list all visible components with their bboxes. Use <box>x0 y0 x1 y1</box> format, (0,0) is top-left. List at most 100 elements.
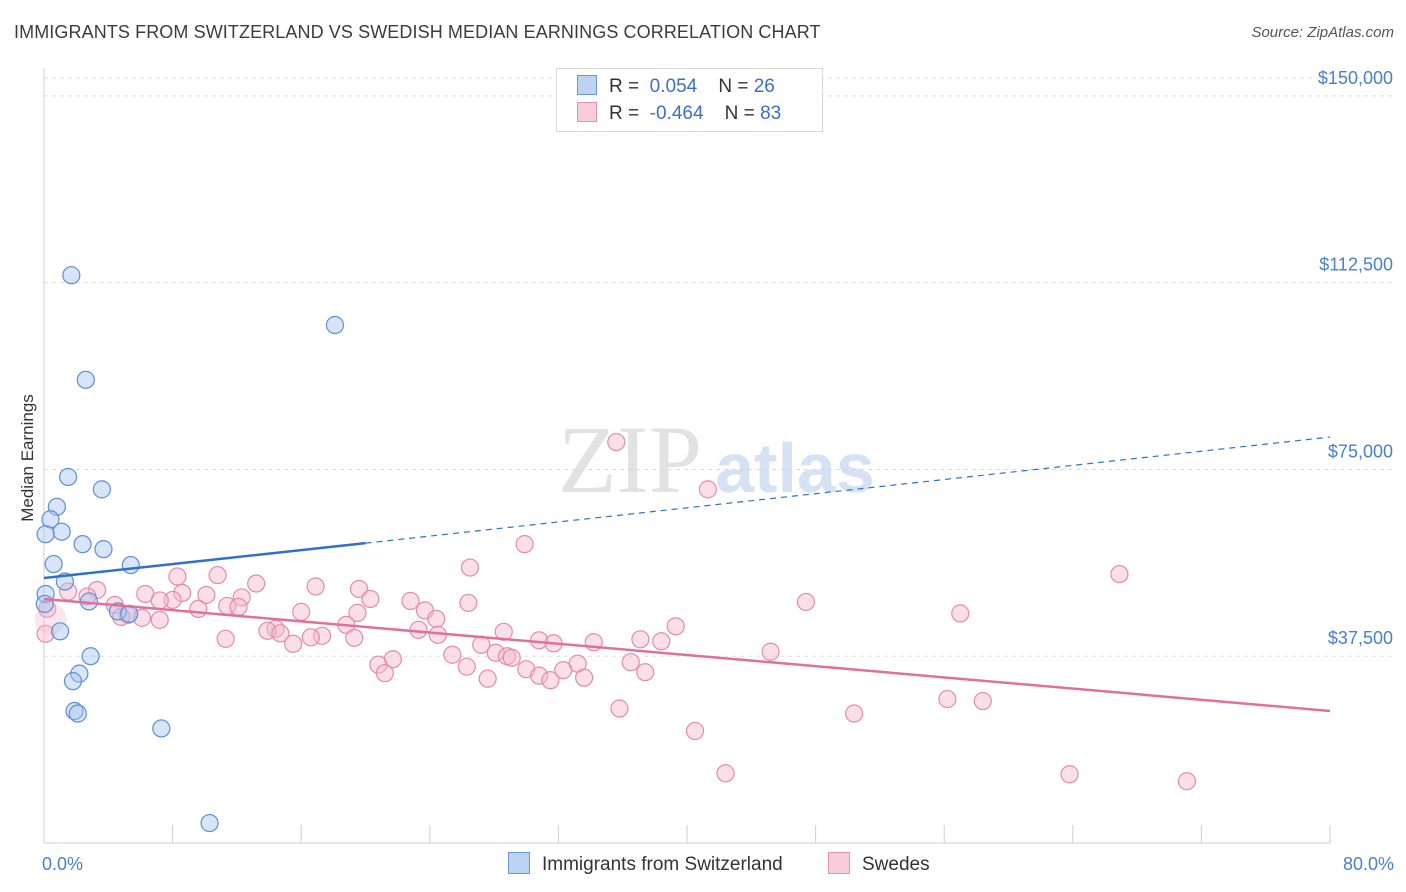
swedes-point <box>306 577 325 596</box>
swedes-point <box>938 689 957 709</box>
swedes-point <box>150 610 169 629</box>
legend-n-label: N = <box>718 76 749 97</box>
swedes-point <box>348 603 367 622</box>
series-switzerland-points <box>35 266 345 833</box>
legend-r-value: 0.054 <box>649 76 698 97</box>
swedes-point <box>173 583 192 603</box>
swedes-point <box>361 589 380 609</box>
swedes-point <box>685 721 705 741</box>
switzerland-point <box>52 522 71 541</box>
watermark-atlas: atlas <box>715 429 875 507</box>
x-tick-label-max: 80.0% <box>1343 854 1394 874</box>
legend-n-value: 26 <box>753 76 775 97</box>
swedes-point <box>698 480 717 499</box>
swedes-point <box>460 558 480 577</box>
y-tick-label: $112,500 <box>1319 255 1393 275</box>
swedes-point <box>247 574 266 593</box>
switzerland-point <box>200 813 219 833</box>
swedes-point <box>1177 772 1197 791</box>
bottom-legend-switzerland: Immigrants from Switzerland <box>508 852 783 876</box>
switzerland-point <box>76 370 95 389</box>
swedes-point <box>208 565 227 585</box>
swedes-point <box>951 604 970 623</box>
swedes-point <box>761 642 780 661</box>
watermark: ZIP atlas <box>558 406 875 513</box>
switzerland-trend-line <box>43 541 366 580</box>
swedes-point <box>973 691 992 711</box>
swedes-point <box>36 624 55 643</box>
swedes-point <box>1060 765 1079 784</box>
switzerland-point <box>92 480 111 499</box>
bottom-legend-swedes: Swedes <box>828 852 930 876</box>
swedes-point <box>796 592 816 612</box>
legend-row-swedes: R = -0.464 N = 83 <box>577 102 781 126</box>
swedes-point <box>216 629 235 648</box>
switzerland-point <box>108 602 128 621</box>
swedes-point <box>459 593 478 613</box>
swedes-point <box>515 535 534 554</box>
swedes-cluster <box>34 602 67 635</box>
correlation-legend: R = 0.054 N = 26 R = -0.464 N = 83 <box>556 68 823 132</box>
swedes-point <box>554 661 573 680</box>
swedes-point <box>607 432 626 452</box>
switzerland-point <box>44 554 63 574</box>
swedes-point <box>271 624 290 643</box>
swedes-point <box>232 588 251 607</box>
y-tick-labels: $37,500 $75,000 $112,500 $150,000 <box>1318 68 1393 648</box>
switzerland-point <box>121 555 140 575</box>
bottom-legend-label: Swedes <box>862 854 930 875</box>
y-axis-label: Median Earnings <box>18 394 37 522</box>
swedes-point <box>375 664 394 683</box>
swedes-point <box>631 630 650 649</box>
switzerland-point <box>59 467 78 487</box>
switzerland-point <box>36 525 55 544</box>
legend-row-switzerland: R = 0.054 N = 26 <box>577 75 775 99</box>
swedes-point <box>427 609 446 628</box>
bottom-legend-label: Immigrants from Switzerland <box>542 854 783 875</box>
switzerland-point <box>94 540 113 559</box>
y-tick-label: $75,000 <box>1328 441 1393 461</box>
switzerland-point <box>65 701 84 721</box>
swedes-point <box>666 617 685 636</box>
swedes-point <box>610 699 629 718</box>
switzerland-trend-extension <box>365 436 1331 544</box>
swedes-trend-line <box>43 597 1331 713</box>
switzerland-point <box>81 647 100 666</box>
switzerland-point <box>63 672 83 691</box>
swedes-point <box>189 599 208 619</box>
swedes-point <box>502 648 521 667</box>
swedes-point <box>443 645 462 664</box>
legend-n-value: 83 <box>760 103 782 124</box>
swedes-point <box>541 671 560 690</box>
legend-swatch-blue <box>577 75 597 95</box>
swedes-point <box>292 602 311 621</box>
bottom-legend-swatch-blue <box>508 852 530 874</box>
swedes-point <box>345 628 364 647</box>
trend-lines <box>43 436 1331 713</box>
switzerland-point <box>325 315 345 335</box>
swedes-point <box>301 628 320 647</box>
legend-r-label: R = <box>609 76 640 97</box>
switzerland-point <box>50 622 70 641</box>
swedes-point <box>478 669 497 688</box>
chart-title: IMMIGRANTS FROM SWITZERLAND VS SWEDISH M… <box>14 22 821 42</box>
legend-r-label: R = <box>609 103 640 124</box>
swedes-point <box>197 585 216 605</box>
swedes-point <box>845 704 864 723</box>
swedes-point <box>636 663 655 682</box>
switzerland-point <box>73 535 92 554</box>
y-tick-label: $150,000 <box>1318 68 1393 88</box>
switzerland-point <box>68 704 87 723</box>
swedes-point <box>457 657 476 676</box>
legend-r-value: -0.464 <box>649 103 704 124</box>
swedes-point <box>530 666 549 685</box>
swedes-point <box>229 597 248 617</box>
swedes-point <box>575 668 594 687</box>
grid-lines <box>44 77 1394 657</box>
watermark-zip: ZIP <box>558 406 702 513</box>
swedes-point <box>150 591 169 610</box>
swedes-point <box>716 764 735 783</box>
swedes-point <box>652 632 671 651</box>
bottom-legend-swatch-pink <box>828 852 850 874</box>
